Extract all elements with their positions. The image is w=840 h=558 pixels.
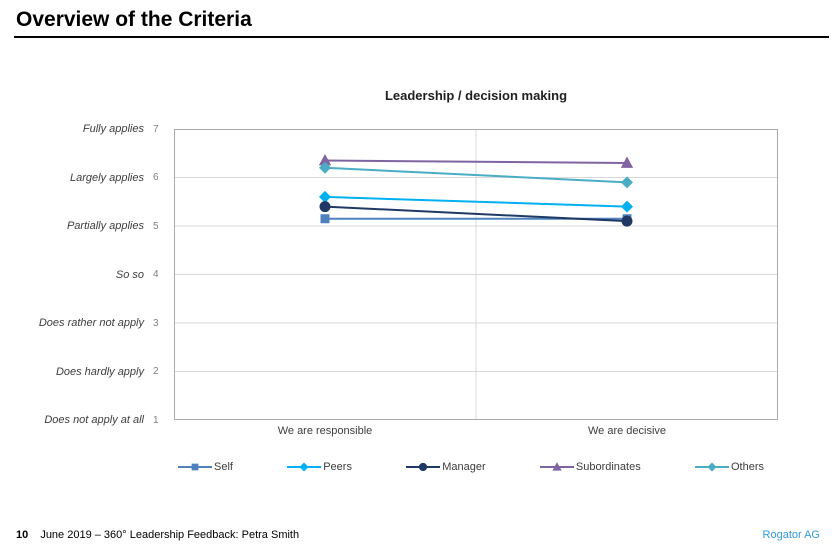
marker-peers-0 — [319, 190, 331, 203]
y-axis-tick-label: Does hardly apply — [55, 365, 144, 378]
x-axis-category-label: We are decisive — [587, 425, 667, 437]
y-axis-tick-value: 7 — [153, 123, 159, 135]
marker-subordinates-0 — [318, 154, 332, 166]
y-axis-tick: Does rather not apply 3 — [0, 316, 162, 330]
legend-item-peers: Peers — [287, 461, 352, 473]
brand-text: Rogator AG — [762, 529, 820, 541]
legend-item-others: Others — [694, 461, 764, 473]
legend-item-subordinates: Subordinates — [539, 461, 641, 473]
y-axis-tick-label: Partially applies — [66, 220, 144, 232]
series-line-manager — [324, 205, 628, 223]
series-line-peers — [324, 195, 628, 208]
legend-marker-peers — [299, 462, 309, 472]
y-axis-tick: Largely applies 6 — [0, 171, 162, 185]
series-line-others — [324, 166, 628, 184]
y-axis-tick-value: 6 — [153, 172, 159, 183]
marker-peers-1 — [621, 200, 633, 213]
marker-subordinates-1 — [620, 156, 634, 168]
chart-legend: Self Peers Manager Subordinates Others — [178, 461, 764, 473]
legend-triangle-icon — [539, 462, 574, 471]
legend-marker-others — [707, 462, 717, 472]
y-axis-tick-value: 5 — [153, 220, 159, 232]
legend-item-self: Self — [178, 461, 233, 473]
y-axis-tick-value: 1 — [153, 414, 159, 426]
legend-item-manager: Manager — [406, 461, 486, 473]
marker-others-0 — [319, 161, 331, 174]
y-axis-tick-label: Does rather not apply — [38, 317, 144, 329]
legend-label: Peers — [323, 461, 352, 473]
y-axis-tick: Does not apply at all 1 — [0, 413, 162, 427]
footer: 10 June 2019 – 360° Leadership Feedback:… — [16, 529, 299, 541]
legend-marker-subordinates — [552, 462, 562, 471]
legend-marker-self — [191, 463, 199, 471]
marker-others-1 — [621, 176, 633, 189]
legend-label: Manager — [442, 461, 486, 473]
marker-manager-1 — [621, 215, 633, 227]
y-axis-tick-label: Largely applies — [70, 171, 144, 184]
legend-square-icon — [178, 463, 212, 471]
plot-area — [174, 129, 778, 420]
legend-label: Self — [214, 461, 233, 473]
y-axis-tick: Partially applies 5 — [0, 219, 162, 233]
legend-marker-manager — [419, 462, 428, 472]
legend-label: Others — [730, 461, 764, 473]
y-axis-tick: Fully applies 7 — [0, 122, 162, 136]
page-title: Overview of the Criteria — [14, 6, 829, 38]
page-number: 10 — [16, 529, 29, 541]
chart-title: Leadership / decision making — [384, 88, 568, 103]
y-axis-tick-label: So so — [115, 268, 144, 281]
legend-label: Subordinates — [575, 461, 641, 473]
marker-manager-0 — [319, 201, 331, 213]
y-axis-tick-value: 2 — [153, 366, 159, 377]
legend-circle-icon — [406, 462, 441, 472]
y-axis-tick-label: Fully applies — [82, 123, 144, 135]
plot-border — [174, 129, 778, 420]
series-line-subordinates — [324, 159, 628, 164]
line-chart — [174, 129, 778, 420]
x-axis-category-label: We are responsible — [277, 425, 373, 437]
legend-diamond-icon — [287, 462, 322, 472]
y-axis-tick: So so 4 — [0, 268, 162, 282]
y-axis-tick-label: Does not apply at all — [44, 414, 144, 426]
y-axis-tick-value: 4 — [153, 269, 159, 280]
y-axis-tick: Does hardly apply 2 — [0, 365, 162, 379]
legend-diamond-icon — [694, 462, 729, 472]
marker-self-0 — [320, 214, 330, 224]
y-axis-tick-value: 3 — [153, 317, 159, 329]
footer-text: June 2019 – 360° Leadership Feedback: Pe… — [40, 529, 300, 541]
